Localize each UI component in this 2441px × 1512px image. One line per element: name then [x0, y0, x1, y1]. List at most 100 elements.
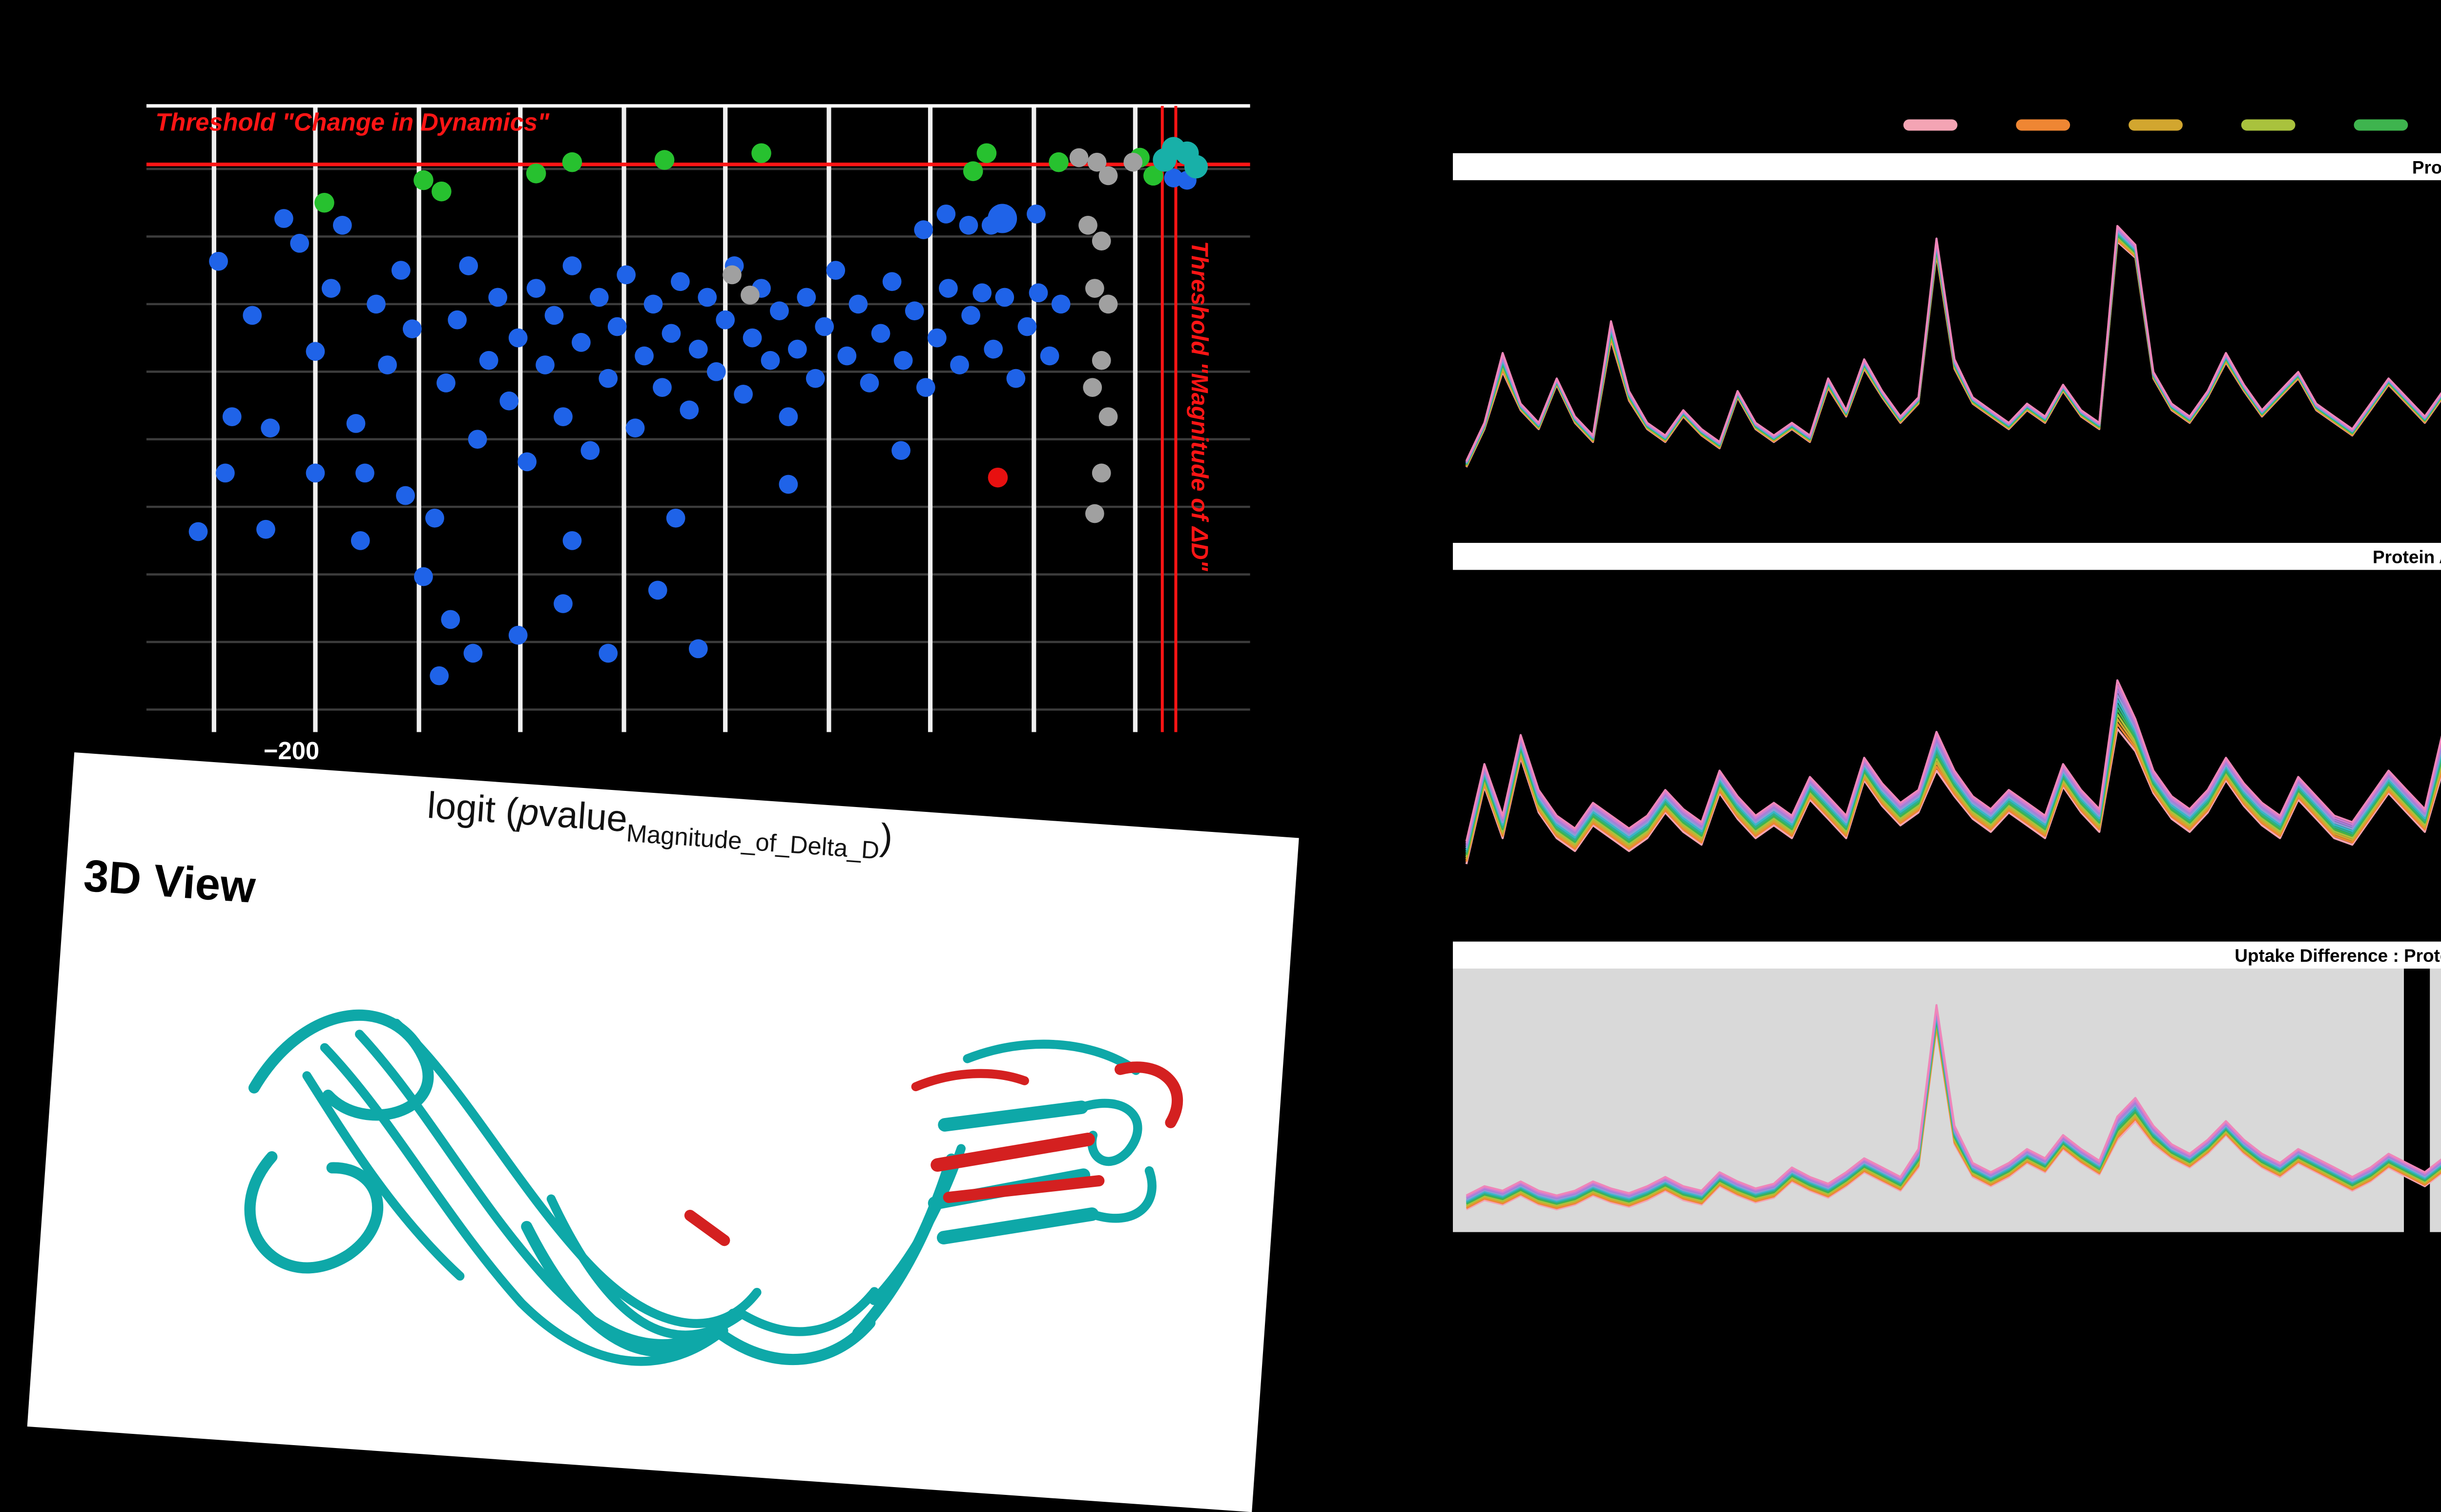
scatter-point-non-significant-blue[interactable] — [554, 594, 573, 613]
scatter-point-non-significant-blue[interactable] — [367, 294, 386, 314]
scatter-point-non-significant-blue[interactable] — [1006, 369, 1026, 388]
uptake-series-0[interactable] — [1466, 1027, 2441, 1214]
scatter-point-not-significant-gray[interactable] — [1083, 378, 1102, 397]
scatter-point-change-in-dynamics-green[interactable] — [976, 143, 997, 164]
scatter-point-non-significant-blue[interactable] — [1051, 294, 1071, 314]
scatter-point-non-significant-blue[interactable] — [448, 310, 467, 330]
scatter-point-non-significant-blue[interactable] — [378, 355, 397, 374]
scatter-point-non-significant-blue[interactable] — [1029, 283, 1048, 303]
uptake-series-10[interactable] — [1465, 225, 2441, 461]
scatter-point-change-in-dynamics-green[interactable] — [432, 181, 452, 202]
scatter-point-non-significant-blue[interactable] — [580, 441, 600, 460]
scatter-point-not-significant-gray[interactable] — [723, 265, 742, 285]
scatter-point-non-significant-blue[interactable] — [526, 279, 546, 298]
uptake-series-6[interactable] — [1466, 1014, 2441, 1211]
scatter-point-non-significant-blue[interactable] — [274, 209, 293, 228]
uptake-series-9[interactable] — [1466, 1006, 2441, 1208]
scatter-point-non-significant-blue[interactable] — [770, 301, 789, 321]
scatter-point-non-significant-blue[interactable] — [928, 328, 947, 348]
scatter-point-non-significant-blue[interactable] — [871, 324, 890, 343]
scatter-point-non-significant-blue[interactable] — [914, 220, 933, 239]
scatter-point-non-significant-blue[interactable] — [826, 261, 846, 280]
scatter-point-not-significant-gray[interactable] — [1085, 504, 1104, 523]
scatter-point-non-significant-blue[interactable] — [916, 378, 935, 397]
scatter-point-non-significant-blue[interactable] — [562, 531, 582, 550]
scatter-point-non-significant-blue[interactable] — [716, 310, 735, 330]
uptake-series-9[interactable] — [1465, 629, 2441, 844]
scatter-point-change-in-dynamics-green[interactable] — [562, 152, 582, 172]
uptake-series-10[interactable] — [1465, 622, 2441, 842]
scatter-point-not-significant-gray[interactable] — [1098, 294, 1118, 314]
volcano-scatter-canvas[interactable] — [146, 102, 1250, 777]
scatter-point-non-significant-blue[interactable] — [950, 355, 969, 374]
scatter-point-non-significant-blue[interactable] — [508, 328, 528, 348]
scatter-point-non-significant-blue[interactable] — [688, 339, 708, 359]
scatter-point-non-significant-blue[interactable] — [468, 430, 487, 449]
uptake-series-5[interactable] — [1466, 1015, 2441, 1212]
scatter-point-non-significant-blue[interactable] — [306, 342, 325, 361]
scatter-point-non-significant-blue[interactable] — [243, 306, 262, 325]
scatter-point-cluster-teal[interactable] — [1184, 155, 1208, 179]
scatter-point-non-significant-blue[interactable] — [290, 233, 310, 253]
scatter-point-blue-large[interactable] — [988, 204, 1017, 233]
scatter-point-non-significant-blue[interactable] — [222, 407, 242, 426]
scatter-point-non-significant-blue[interactable] — [261, 418, 280, 438]
scatter-point-non-significant-blue[interactable] — [463, 643, 483, 663]
uptake-series-7[interactable] — [1466, 1011, 2441, 1210]
scatter-point-non-significant-blue[interactable] — [1027, 204, 1046, 224]
scatter-point-change-in-dynamics-green[interactable] — [414, 170, 434, 190]
scatter-point-non-significant-blue[interactable] — [743, 328, 762, 348]
scatter-point-non-significant-blue[interactable] — [936, 204, 956, 224]
scatter-point-non-significant-blue[interactable] — [589, 288, 609, 307]
scatter-point-non-significant-blue[interactable] — [882, 272, 902, 291]
scatter-point-non-significant-blue[interactable] — [666, 508, 685, 528]
scatter-point-non-significant-blue[interactable] — [905, 301, 924, 321]
scatter-point-non-significant-blue[interactable] — [688, 639, 708, 659]
scatter-point-non-significant-blue[interactable] — [625, 418, 645, 438]
scatter-point-non-significant-blue[interactable] — [436, 373, 455, 393]
scatter-point-not-significant-gray[interactable] — [1092, 231, 1111, 251]
scatter-point-non-significant-blue[interactable] — [306, 463, 325, 483]
scatter-point-non-significant-blue[interactable] — [425, 508, 444, 528]
scatter-point-not-significant-gray[interactable] — [1092, 351, 1111, 370]
scatter-point-non-significant-blue[interactable] — [617, 265, 636, 285]
protein-a-chart[interactable] — [1453, 183, 2441, 532]
scatter-point-non-significant-blue[interactable] — [1040, 346, 1059, 366]
scatter-point-non-significant-blue[interactable] — [332, 216, 352, 235]
scatter-point-non-significant-blue[interactable] — [479, 351, 498, 370]
scatter-point-non-significant-blue[interactable] — [635, 346, 654, 366]
scatter-point-non-significant-blue[interactable] — [209, 251, 228, 271]
scatter-point-non-significant-blue[interactable] — [459, 256, 478, 275]
uptake-series-8[interactable] — [1465, 635, 2441, 846]
scatter-point-non-significant-blue[interactable] — [653, 378, 672, 397]
scatter-point-non-significant-blue[interactable] — [961, 306, 980, 325]
scatter-point-non-significant-blue[interactable] — [402, 319, 422, 339]
scatter-point-non-significant-blue[interactable] — [346, 414, 366, 433]
scatter-point-non-significant-blue[interactable] — [893, 351, 913, 370]
scatter-point-significant-red[interactable] — [988, 467, 1008, 488]
legend-swatch-0[interactable] — [1903, 119, 1958, 131]
scatter-point-non-significant-blue[interactable] — [848, 294, 868, 314]
scatter-point-not-significant-gray[interactable] — [1092, 463, 1111, 483]
scatter-point-non-significant-blue[interactable] — [995, 288, 1014, 307]
scatter-point-non-significant-blue[interactable] — [891, 441, 910, 460]
scatter-point-not-significant-gray[interactable] — [1098, 407, 1118, 426]
scatter-point-non-significant-blue[interactable] — [256, 519, 275, 539]
protein-ribbon[interactable] — [177, 938, 1242, 1460]
scatter-point-non-significant-blue[interactable] — [554, 407, 573, 426]
scatter-point-cluster-teal[interactable] — [1161, 137, 1185, 161]
scatter-point-non-significant-blue[interactable] — [499, 391, 519, 411]
uptake-difference-chart[interactable] — [1452, 968, 2441, 1232]
scatter-point-non-significant-blue[interactable] — [648, 580, 667, 600]
scatter-point-non-significant-blue[interactable] — [698, 288, 717, 307]
scatter-point-non-significant-blue[interactable] — [599, 643, 618, 663]
scatter-point-non-significant-blue[interactable] — [671, 272, 690, 291]
scatter-point-non-significant-blue[interactable] — [599, 369, 618, 388]
scatter-point-non-significant-blue[interactable] — [972, 283, 992, 303]
scatter-point-change-in-dynamics-green[interactable] — [1143, 166, 1163, 186]
legend-swatch-3[interactable] — [2241, 119, 2296, 131]
scatter-point-non-significant-blue[interactable] — [787, 339, 807, 359]
uptake-series-1[interactable] — [1466, 1025, 2441, 1214]
scatter-point-non-significant-blue[interactable] — [488, 288, 508, 307]
scatter-point-non-significant-blue[interactable] — [959, 216, 978, 235]
